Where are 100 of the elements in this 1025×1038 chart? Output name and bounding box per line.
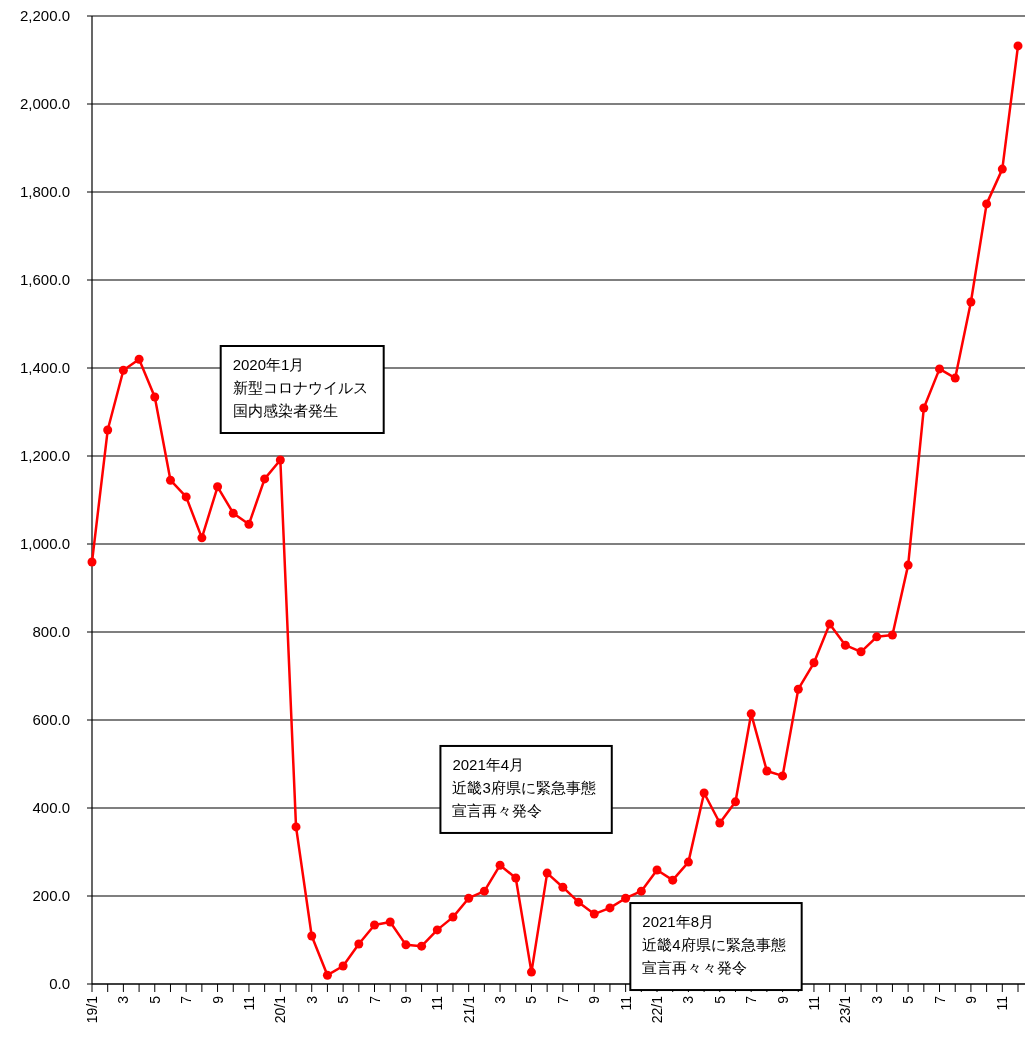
x-tick-label: 5: [523, 995, 540, 1004]
point: [683, 857, 693, 867]
x-tick-label: 7: [178, 995, 195, 1004]
point: [260, 474, 270, 484]
point: [401, 940, 411, 950]
point: [338, 961, 348, 971]
x-tick-label: 3: [492, 995, 509, 1004]
x-tick-label: 3: [115, 995, 132, 1004]
x-tick-label: 3: [680, 995, 697, 1004]
point: [574, 897, 584, 907]
y-tick-label: 1,200.0: [19, 447, 70, 464]
x-tick-label: 3: [868, 995, 885, 1004]
point: [150, 392, 160, 402]
point: [966, 297, 976, 307]
y-tick-label: 2,000.0: [19, 95, 70, 112]
point: [746, 709, 756, 719]
x-tick-label: 11: [240, 995, 257, 1011]
point: [778, 771, 788, 781]
point: [605, 903, 615, 913]
point: [244, 519, 254, 529]
x-tick-label: 9: [962, 995, 979, 1004]
point: [793, 684, 803, 694]
x-tick-label: 9: [586, 995, 603, 1004]
point: [840, 640, 850, 650]
point: [621, 893, 631, 903]
point: [589, 909, 599, 919]
point: [464, 893, 474, 903]
point: [511, 873, 521, 883]
point: [291, 822, 301, 832]
point: [275, 455, 285, 465]
point: [87, 557, 97, 567]
x-tick-label: 7: [554, 995, 571, 1004]
point: [699, 788, 709, 798]
point: [103, 425, 113, 435]
x-tick-label: 9: [774, 995, 791, 1004]
point: [903, 560, 913, 570]
point: [181, 492, 191, 502]
x-tick-label: 5: [711, 995, 728, 1004]
point: [872, 632, 882, 642]
annotation: 2021年4月: [452, 755, 525, 773]
point: [213, 482, 223, 492]
point: [950, 373, 960, 383]
x-tick-label: 3: [303, 995, 320, 1004]
point: [636, 886, 646, 896]
x-tick-label: 9: [397, 995, 414, 1004]
point: [997, 164, 1007, 174]
point: [542, 868, 552, 878]
point: [762, 766, 772, 776]
point: [448, 912, 458, 922]
point: [558, 882, 568, 892]
point: [307, 931, 317, 941]
x-tick-label: 11: [429, 995, 446, 1011]
y-tick-label: 800.0: [32, 623, 70, 640]
point: [479, 886, 489, 896]
point: [197, 533, 207, 543]
y-tick-label: 600.0: [32, 711, 70, 728]
point: [730, 797, 740, 807]
point: [935, 364, 945, 374]
x-tick-label: 5: [335, 995, 352, 1004]
x-tick-label: 23/1: [837, 995, 854, 1024]
point: [417, 941, 427, 951]
x-tick-label: 11: [617, 995, 634, 1011]
x-tick-label: 20/1: [272, 995, 289, 1024]
x-tick-label: 11: [805, 995, 822, 1011]
x-tick-label: 5: [900, 995, 917, 1004]
y-tick-label: 2,200.0: [19, 7, 70, 24]
y-tick-label: 1,600.0: [19, 271, 70, 288]
point: [982, 199, 992, 209]
x-tick-label: 11: [994, 995, 1011, 1011]
point: [432, 925, 442, 935]
y-tick-label: 1,400.0: [19, 359, 70, 376]
point: [165, 475, 175, 485]
x-tick-label: 5: [146, 995, 163, 1004]
point: [715, 818, 725, 828]
annotation: 2021年8月: [642, 913, 715, 931]
point: [526, 967, 536, 977]
y-tick-label: 400.0: [32, 799, 70, 816]
annotation: 国内感染者発生: [232, 402, 338, 419]
point: [228, 508, 238, 518]
y-tick-label: 1,800.0: [19, 183, 70, 200]
annotation: 近畿3府県に緊急事態: [452, 778, 596, 796]
annotation: 2020年1月: [232, 356, 305, 373]
point: [652, 865, 662, 875]
y-tick-label: 1,000.0: [19, 535, 70, 552]
x-tick-label: 22/1: [649, 995, 666, 1024]
point: [809, 658, 819, 668]
x-tick-label: 7: [366, 995, 383, 1004]
point: [385, 917, 395, 927]
point: [354, 939, 364, 949]
point: [370, 920, 380, 930]
annotation: 宣言再々々発令: [642, 959, 748, 977]
x-tick-label: 7: [931, 995, 948, 1004]
point: [118, 365, 128, 375]
point: [495, 860, 505, 870]
point: [322, 970, 332, 980]
y-tick-label: 200.0: [32, 887, 70, 904]
annotation: 宣言再々発令: [452, 801, 543, 819]
x-tick-label: 9: [209, 995, 226, 1004]
point: [825, 619, 835, 629]
point: [1013, 41, 1023, 51]
